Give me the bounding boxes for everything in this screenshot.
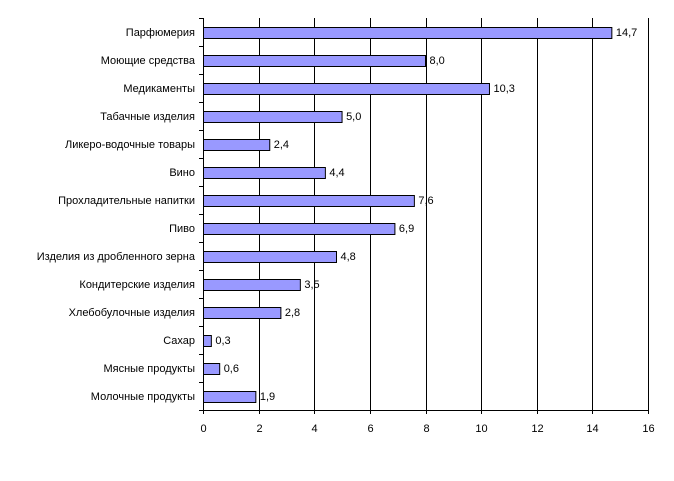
category-label: Хлебобулочные изделия <box>69 307 195 319</box>
bar <box>203 391 257 403</box>
data-label: 14,7 <box>616 27 637 39</box>
x-tick-label: 16 <box>642 423 654 435</box>
category-label: Кондитерские изделия <box>79 279 195 291</box>
x-tick-label: 6 <box>367 423 373 435</box>
x-tick-label: 0 <box>200 423 206 435</box>
category-label: Мясные продукты <box>103 363 195 375</box>
x-tick-label: 14 <box>586 423 598 435</box>
data-label: 10,3 <box>493 83 514 95</box>
bar <box>203 223 396 235</box>
bar <box>203 251 337 263</box>
bar <box>203 139 271 151</box>
x-tick-label: 10 <box>475 423 487 435</box>
data-label: 7,6 <box>418 195 433 207</box>
grid-lines <box>259 18 649 410</box>
data-label: 6,9 <box>399 223 414 235</box>
bars <box>203 27 613 403</box>
category-label: Табачные изделия <box>100 111 195 123</box>
bar <box>203 55 426 67</box>
data-label: 8,0 <box>430 55 445 67</box>
x-tick-label: 4 <box>311 423 317 435</box>
bar <box>203 363 221 375</box>
x-tick-label: 12 <box>531 423 543 435</box>
data-label: 2,4 <box>274 139 289 151</box>
bar <box>203 335 212 347</box>
data-label: 4,8 <box>341 251 356 263</box>
bar <box>203 83 490 95</box>
data-label: 0,6 <box>224 363 239 375</box>
bar <box>203 167 326 179</box>
bar <box>203 195 415 207</box>
bar <box>203 279 301 291</box>
category-label: Парфюмерия <box>126 27 195 39</box>
axes <box>199 18 649 414</box>
category-label: Молочные продукты <box>91 391 195 403</box>
data-label: 5,0 <box>346 111 361 123</box>
category-label: Вино <box>169 167 195 179</box>
category-label: Медикаменты <box>123 83 195 95</box>
category-label: Пиво <box>169 223 195 235</box>
category-label: Моющие средства <box>101 55 196 67</box>
x-tick-label: 2 <box>256 423 262 435</box>
data-label: 0,3 <box>215 335 230 347</box>
data-label: 3,5 <box>304 279 319 291</box>
x-tick-label: 8 <box>423 423 429 435</box>
category-label: Изделия из дробленного зерна <box>37 251 196 263</box>
data-label: 4,4 <box>329 167 344 179</box>
data-label: 1,9 <box>260 391 275 403</box>
category-label: Ликеро-водочные товары <box>65 139 195 151</box>
labels: 0 2 4 6 8 10 12 14 16 Парфюмерия 14,7 Моющие средст… <box>37 27 655 435</box>
bar <box>203 307 282 319</box>
data-label: 2,8 <box>285 307 300 319</box>
category-label: Прохладительные напитки <box>58 195 195 207</box>
bar <box>203 111 343 123</box>
category-label: Сахар <box>163 335 195 347</box>
bar <box>203 27 613 39</box>
